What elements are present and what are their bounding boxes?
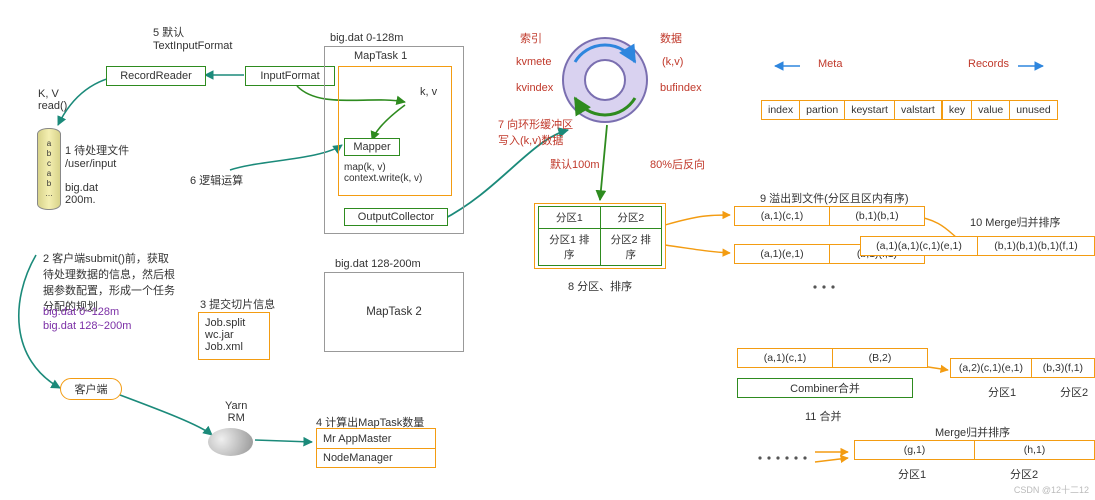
mapcall-label: map(k, v) context.write(k, v) xyxy=(344,162,422,184)
step3-label: 3 提交切片信息 xyxy=(200,296,275,312)
post-p1: 分区1 xyxy=(988,384,1016,400)
step1-label: 1 待处理文件 /user/input big.dat 200m. xyxy=(65,142,129,206)
maptask1-label: MapTask 1 xyxy=(354,50,407,62)
client-box: 客户端 xyxy=(60,378,122,400)
mapper-box: Mapper xyxy=(344,138,400,156)
combine-pre: (a,1)(c,1)(B,2) xyxy=(737,348,928,368)
input-cylinder: abcab… xyxy=(37,128,61,210)
spill-row1: (a,1)(c,1)(b,1)(b,1) xyxy=(734,206,925,226)
maptask2-title: big.dat 128-200m xyxy=(335,258,421,270)
merge-final-label: Merge归并排序 xyxy=(935,424,1010,440)
step11-label: 11 合并 xyxy=(805,408,841,424)
meta-label: Meta xyxy=(818,58,842,70)
jobfiles-box: Job.split wc.jar Job.xml xyxy=(198,312,270,360)
combine-post: (a,2)(c,1)(e,1)(b,3)(f,1) xyxy=(950,358,1095,378)
step5-label: 5 默认 TextInputFormat xyxy=(153,24,232,52)
mrappmaster: Mr AppMaster xyxy=(317,430,435,449)
post-p2: 分区2 xyxy=(1060,384,1088,400)
ring-kvmete: kvmete xyxy=(516,56,551,68)
partition-frame: 分区1 分区2 分区1 排序 分区2 排序 xyxy=(534,203,666,269)
final-row: (g,1)(h,1) xyxy=(854,440,1095,460)
split1-label: big.dat 0~128m xyxy=(43,306,119,318)
maptask2-box: MapTask 2 xyxy=(324,272,464,352)
combiner-box: Combiner合并 xyxy=(737,378,913,398)
recordreader-box: RecordReader xyxy=(106,66,206,86)
watermark: CSDN @12十二12 xyxy=(1014,483,1089,496)
records-label: Records xyxy=(968,58,1009,70)
step9-label: 9 溢出到文件(分区且区内有序) xyxy=(760,190,909,206)
meta-table: indexpartion keystartvalstart key valueu… xyxy=(761,100,1058,120)
yarn-label: Yarn RM xyxy=(225,400,247,424)
step8-label: 8 分区、排序 xyxy=(568,278,632,294)
ring-kv: (k,v) xyxy=(662,56,683,68)
yarn-cloud-icon xyxy=(208,428,253,456)
ring-default: 默认100m xyxy=(550,156,600,172)
yarn-components: Mr AppMaster NodeManager xyxy=(316,428,436,468)
ring-data-label: 数据 xyxy=(660,30,682,46)
ring-kvindex: kvindex xyxy=(516,82,553,94)
kv-label: k, v xyxy=(420,86,437,98)
merge-row: (a,1)(a,1)(c,1)(e,1)(b,1)(b,1)(b,1)(f,1) xyxy=(860,236,1095,256)
final-p2: 分区2 xyxy=(1010,466,1038,482)
ring-bufindex: bufindex xyxy=(660,82,702,94)
nodemanager: NodeManager xyxy=(317,449,399,467)
final-p1: 分区1 xyxy=(898,466,926,482)
ring-after: 80%后反向 xyxy=(650,156,705,172)
outputcollector-box: OutputCollector xyxy=(344,208,448,226)
step2-label: 2 客户端submit()前，获取 待处理数据的信息，然后根 据参数配置，形成一… xyxy=(43,250,188,314)
ring-idx-label: 索引 xyxy=(520,30,542,46)
step7-label: 7 向环形缓冲区 写入(k,v)数据 xyxy=(498,116,573,148)
maptask1-title: big.dat 0-128m xyxy=(330,32,403,44)
step10-label: 10 Merge归并排序 xyxy=(970,214,1060,230)
step6-label: 6 逻辑运算 xyxy=(190,172,243,188)
kv-read-label: K, V read() xyxy=(38,88,67,112)
inputformat-box: InputFormat xyxy=(245,66,335,86)
split2-label: big.dat 128~200m xyxy=(43,320,131,332)
